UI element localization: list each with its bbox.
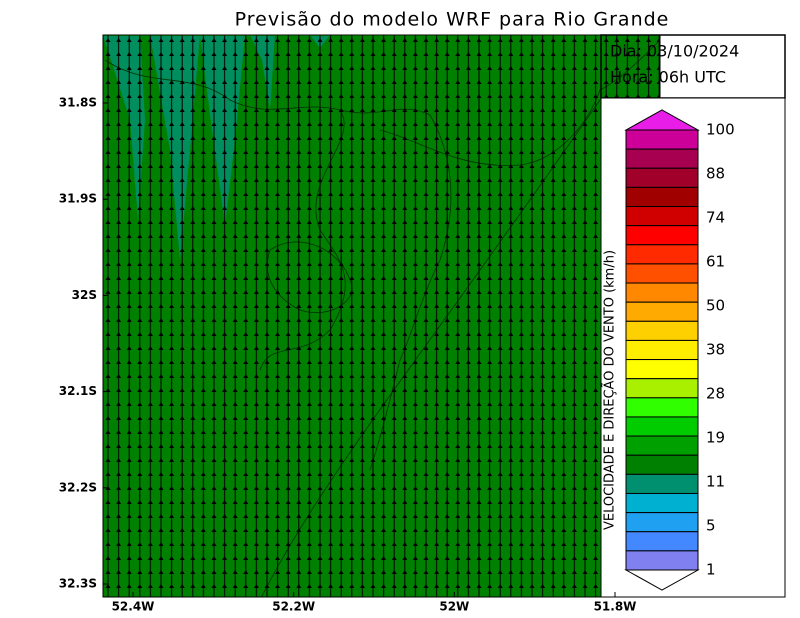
colorbar-cell: [625, 359, 699, 380]
colorbar-cell: [625, 282, 699, 303]
colorbar-cell: [625, 397, 699, 418]
colorbar-cell: [625, 186, 699, 208]
colorbar-cell: [625, 244, 699, 265]
map-title: Previsão do modelo WRF para Rio Grande: [235, 9, 670, 31]
hour: Hora: 06h UTC: [610, 68, 726, 87]
x-axis-label: 52W: [439, 600, 469, 614]
colorbar-cell: [625, 301, 699, 322]
colorbar-label: 11: [706, 473, 725, 491]
colorbar-cell: [625, 148, 699, 169]
colorbar-label: 28: [706, 385, 725, 403]
y-axis-label: 32.1S: [59, 384, 97, 398]
colorbar-title: VELOCIDADE E DIREÇÃO DO VENTO (km/h): [602, 250, 618, 530]
colorbar-cell: [625, 473, 699, 494]
y-axis-label: 31.9S: [59, 192, 97, 206]
colorbar-label: 100: [706, 121, 735, 139]
colorbar-cell: [625, 378, 699, 399]
colorbar-cell: [625, 416, 699, 437]
colorbar-cell: [625, 435, 699, 456]
colorbar-cell: [625, 320, 699, 341]
colorbar-cell: [625, 206, 699, 227]
colorbar-label: 1: [706, 561, 716, 579]
colorbar-cell: [625, 263, 699, 284]
colorbar-label: 19: [706, 429, 725, 447]
colorbar-label: 38: [706, 341, 725, 359]
y-axis-label: 32.3S: [59, 577, 97, 591]
colorbar-cell: [625, 512, 699, 533]
colorbar-cell: [625, 454, 699, 475]
colorbar-label: 50: [706, 297, 725, 315]
colorbar-cell: [625, 492, 699, 514]
x-axis-label: 52.4W: [112, 600, 155, 614]
colorbar-cell: [625, 550, 699, 571]
colorbar-cell: [625, 225, 699, 246]
y-axis-label: 32.2S: [59, 480, 97, 494]
colorbar-bottom-triangle: [624, 569, 700, 591]
colorbar-cell: [625, 339, 699, 361]
colorbar-label: 61: [706, 253, 725, 271]
colorbar-cell: [625, 531, 699, 552]
colorbar-label: 5: [706, 517, 716, 535]
x-axis-label: 51.8W: [594, 600, 637, 614]
y-axis-label: 31.8S: [59, 96, 97, 110]
colorbar-cell: [625, 167, 699, 188]
colorbar-cell: [625, 129, 699, 150]
colorbar-label: 88: [706, 165, 725, 183]
x-axis-label: 52.2W: [272, 600, 315, 614]
colorbar-label: 74: [706, 209, 725, 227]
date: Dia: 03/10/2024: [610, 42, 739, 61]
y-axis-label: 32S: [72, 288, 97, 302]
wind-field: [103, 35, 660, 597]
